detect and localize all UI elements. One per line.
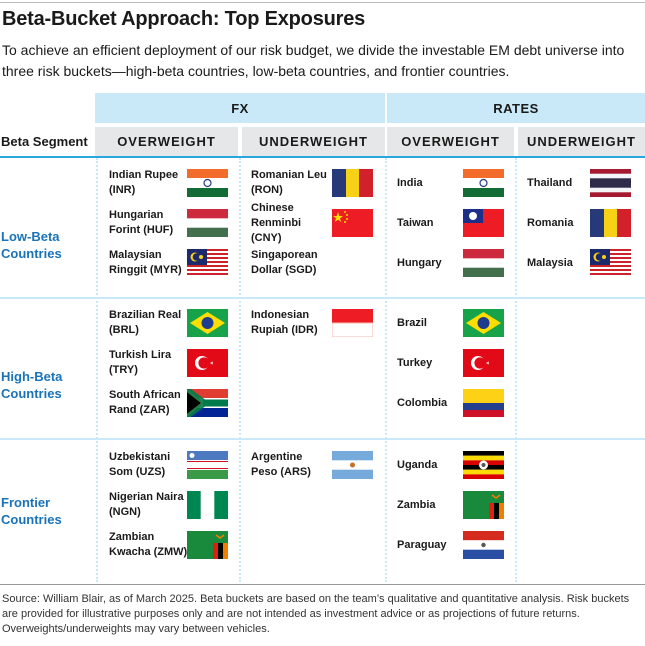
- footer-divider: [0, 584, 645, 585]
- uganda-flag-icon: [463, 451, 504, 479]
- exposure-item: Turkey: [397, 356, 433, 369]
- colombia-flag-icon: [463, 389, 504, 417]
- column-divider: [96, 158, 98, 582]
- hungary-flag-icon: [463, 249, 504, 277]
- exposure-item: South African Rand (ZAR): [109, 389, 181, 416]
- exposure-item: Chinese Renminbi (CNY): [251, 201, 302, 244]
- indonesia-flag-icon: [332, 309, 373, 337]
- exposure-item: India: [397, 176, 423, 189]
- page-title: Beta-Bucket Approach: Top Exposures: [2, 8, 366, 30]
- argentina-flag-icon: [332, 451, 373, 479]
- top-divider: [0, 2, 645, 3]
- exposure-item: Romania: [527, 216, 574, 229]
- malaysia-flag-icon: [187, 249, 228, 277]
- exposure-item: Hungarian Forint (HUF): [109, 209, 174, 236]
- column-divider: [239, 158, 241, 582]
- brazil-flag-icon: [463, 309, 504, 337]
- row-label: Frontier Countries: [1, 495, 62, 527]
- exposure-item: Romanian Leu (RON): [251, 169, 327, 196]
- footer-note: Source: William Blair, as of March 2025.…: [2, 593, 630, 635]
- rates-underweight-header: UNDERWEIGHT: [518, 127, 645, 156]
- romania-flag-icon: [590, 209, 631, 237]
- paraguay-flag-icon: [463, 531, 504, 559]
- turkey-flag-icon: [463, 349, 504, 377]
- brazil-flag-icon: [187, 309, 228, 337]
- romania-flag-icon: [332, 169, 373, 197]
- india-flag-icon: [463, 169, 504, 197]
- exposure-item: Turkish Lira (TRY): [109, 349, 172, 376]
- exposure-item: Indian Rupee (INR): [109, 169, 179, 196]
- exposure-item: Nigerian Naira (NGN): [109, 491, 184, 518]
- row-label: High-Beta Countries: [1, 369, 63, 401]
- exposure-item: Zambia: [397, 498, 436, 511]
- fx-header: FX: [95, 93, 385, 123]
- intro-text: To achieve an efficient deployment of ou…: [2, 42, 625, 79]
- exposure-item: Paraguay: [397, 538, 447, 551]
- row-divider: [0, 438, 645, 440]
- exposure-item: Argentine Peso (ARS): [251, 451, 311, 478]
- malaysia-flag-icon: [590, 249, 631, 277]
- rates-header: RATES: [387, 93, 645, 123]
- exposure-item: Singaporean Dollar (SGD): [251, 249, 318, 276]
- turkey-flag-icon: [187, 349, 228, 377]
- row-label: Low-Beta Countries: [1, 229, 62, 261]
- india-flag-icon: [187, 169, 228, 197]
- zambia-flag-icon: [463, 491, 504, 519]
- thailand-flag-icon: [590, 169, 631, 197]
- china-flag-icon: [332, 209, 373, 237]
- fx-underweight-header: UNDERWEIGHT: [242, 127, 385, 156]
- exposure-item: Brazilian Real (BRL): [109, 309, 182, 336]
- exposure-item: Hungary: [397, 256, 442, 269]
- exposure-item: Uzbekistani Som (UZS): [109, 451, 171, 478]
- exposure-item: Colombia: [397, 396, 448, 409]
- taiwan-flag-icon: [463, 209, 504, 237]
- exposure-item: Thailand: [527, 176, 573, 189]
- exposure-item: Zambian Kwacha (ZMW): [109, 531, 188, 558]
- exposure-item: Brazil: [397, 316, 427, 329]
- uzbekistan-flag-icon: [187, 451, 228, 479]
- exposure-item: Uganda: [397, 458, 438, 471]
- south-africa-flag-icon: [187, 389, 228, 417]
- exposure-item: Indonesian Rupiah (IDR): [251, 309, 318, 336]
- zambia-flag-icon: [187, 531, 228, 559]
- nigeria-flag-icon: [187, 491, 228, 519]
- fx-overweight-header: OVERWEIGHT: [95, 127, 238, 156]
- exposure-item: Taiwan: [397, 216, 434, 229]
- exposure-item: Malaysian Ringgit (MYR): [109, 249, 182, 276]
- beta-segment-header: Beta Segment: [1, 134, 88, 149]
- column-divider: [385, 158, 387, 582]
- rates-overweight-header: OVERWEIGHT: [387, 127, 514, 156]
- row-divider: [0, 297, 645, 299]
- exposure-item: Malaysia: [527, 256, 573, 269]
- hungary-flag-icon: [187, 209, 228, 237]
- header-divider: [0, 156, 645, 158]
- column-divider: [515, 158, 517, 582]
